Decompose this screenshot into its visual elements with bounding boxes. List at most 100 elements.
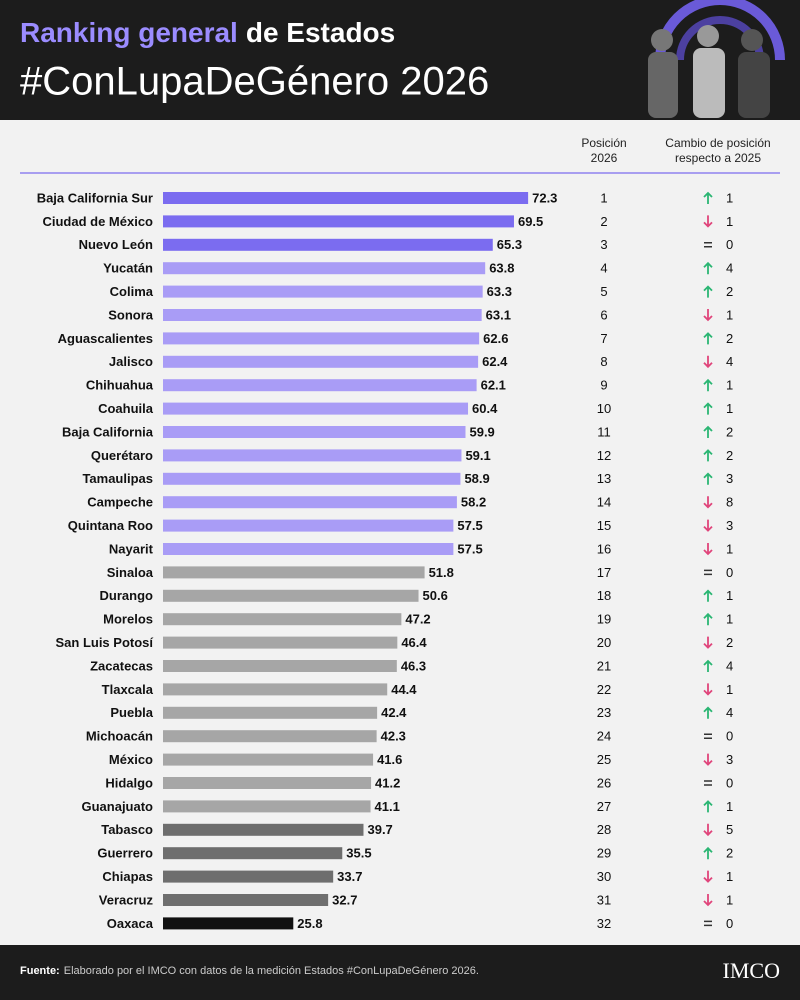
- value-label: 59.9: [469, 424, 494, 439]
- position-change: 0: [726, 775, 733, 790]
- position: 24: [597, 729, 611, 744]
- position-change: 5: [726, 822, 733, 837]
- category-label: Colima: [110, 284, 154, 299]
- bar: [163, 402, 469, 415]
- arrow-down: [703, 543, 713, 556]
- category-label: Zacatecas: [90, 658, 153, 673]
- category-label: Quintana Roo: [68, 518, 153, 533]
- category-label: Guanajuato: [81, 799, 153, 814]
- position: 26: [597, 775, 611, 790]
- category-label: Morelos: [103, 612, 153, 627]
- bar: [163, 847, 343, 860]
- category-label: Veracruz: [99, 892, 154, 907]
- bar: [163, 426, 466, 438]
- category-label: Durango: [100, 588, 154, 603]
- equal-sign: [704, 569, 712, 576]
- footer-band: [0, 945, 800, 1000]
- position: 12: [597, 448, 611, 463]
- arrow-up: [703, 449, 713, 462]
- category-label: Chiapas: [102, 869, 153, 884]
- category-label: Tlaxcala: [102, 682, 154, 697]
- bar: [163, 449, 462, 462]
- category-label: Querétaro: [91, 448, 153, 463]
- position: 21: [597, 658, 611, 673]
- category-label: Michoacán: [86, 729, 153, 744]
- position-change: 4: [726, 354, 733, 369]
- arrow-up: [703, 378, 713, 392]
- bar: [163, 870, 334, 883]
- bar: [163, 613, 402, 626]
- bar: [163, 496, 457, 509]
- value-label: 41.1: [375, 799, 400, 814]
- position: 10: [597, 401, 611, 416]
- position-change: 1: [726, 307, 733, 322]
- category-label: Guerrero: [97, 846, 153, 861]
- bar: [163, 683, 388, 696]
- position: 3: [600, 237, 607, 252]
- source-label: Fuente:: [20, 965, 60, 977]
- position-change: 1: [726, 190, 733, 205]
- bar: [163, 543, 454, 555]
- bar: [163, 753, 374, 766]
- equal-sign: [704, 733, 712, 739]
- position-change: 2: [726, 331, 733, 346]
- bar: [163, 894, 329, 906]
- value-label: 62.6: [483, 331, 508, 346]
- category-label: Tamaulipas: [82, 471, 153, 486]
- value-label: 63.1: [486, 307, 511, 322]
- arrow-down: [703, 894, 713, 907]
- bar: [163, 589, 419, 602]
- value-label: 25.8: [297, 916, 322, 931]
- value-label: 47.2: [405, 612, 430, 627]
- value-label: 41.6: [377, 752, 402, 767]
- category-label: Yucatán: [103, 261, 153, 276]
- position: 17: [597, 565, 611, 580]
- source: Fuente: Elaborado por el IMCO con datos d…: [20, 965, 479, 977]
- value-label: 58.9: [464, 471, 489, 486]
- arrow-up: [703, 659, 713, 672]
- position-change: 0: [726, 565, 733, 580]
- bar: [163, 730, 377, 743]
- bar: [163, 800, 371, 813]
- position: 31: [597, 892, 611, 907]
- position-change: 1: [726, 682, 733, 697]
- column-header: Posición: [581, 136, 626, 150]
- value-label: 50.6: [423, 588, 448, 603]
- category-label: Sonora: [108, 307, 154, 322]
- value-label: 69.5: [518, 214, 543, 229]
- category-label: Tabasco: [101, 822, 153, 837]
- arrow-down: [703, 496, 713, 509]
- position: 4: [600, 261, 607, 276]
- category-label: Baja California Sur: [37, 190, 153, 205]
- value-label: 39.7: [367, 822, 392, 837]
- position: 13: [597, 471, 611, 486]
- value-label: 33.7: [337, 869, 362, 884]
- arrow-down: [703, 823, 713, 837]
- equal-sign: [704, 780, 712, 786]
- category-label: Coahuila: [98, 401, 154, 416]
- bar: [163, 917, 294, 930]
- arrow-up: [703, 332, 713, 345]
- position-change: 4: [726, 261, 733, 276]
- arrow-up: [703, 425, 713, 438]
- position: 5: [600, 284, 607, 299]
- value-label: 44.4: [391, 682, 417, 697]
- column-header: respecto a 2025: [675, 151, 761, 165]
- value-label: 46.4: [401, 635, 427, 650]
- category-label: Aguascalientes: [58, 331, 153, 346]
- category-label: Campeche: [87, 495, 153, 510]
- value-label: 63.3: [487, 284, 512, 299]
- position: 25: [597, 752, 611, 767]
- bar: [163, 238, 493, 251]
- bar: [163, 472, 461, 485]
- value-label: 42.4: [381, 705, 407, 720]
- position-change: 0: [726, 237, 733, 252]
- position-change: 1: [726, 541, 733, 556]
- position: 20: [597, 635, 611, 650]
- title: Ranking general de Estados: [20, 17, 395, 48]
- position-change: 1: [726, 799, 733, 814]
- bar: [163, 636, 398, 649]
- position-change: 1: [726, 214, 733, 229]
- position: 14: [597, 495, 611, 510]
